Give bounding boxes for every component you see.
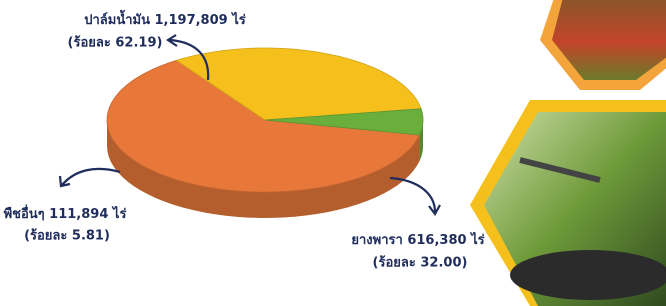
value-label: (ร้อยละ 5.81) bbox=[24, 228, 110, 244]
label: ยางพารา 616,380 ไร่ bbox=[351, 231, 484, 248]
value-label: (ร้อยละ 32.00) bbox=[373, 255, 468, 271]
area-label: 111,894 ไร่ bbox=[49, 205, 126, 222]
label: ปาล์มน้ำมัน 1,197,809 ไร่ bbox=[84, 9, 246, 28]
area-label: 1,197,809 ไร่ bbox=[155, 11, 246, 28]
value-label: (ร้อยละ 62.19) bbox=[68, 35, 163, 51]
arrow bbox=[62, 169, 120, 185]
label: พืชอื่นๆ 111,894 ไร่ bbox=[4, 204, 127, 222]
area-label: 616,380 ไร่ bbox=[407, 231, 484, 248]
photo-top bbox=[540, 0, 666, 90]
photo-bottom bbox=[470, 100, 666, 306]
pie bbox=[107, 48, 423, 218]
category: ปาล์มน้ำมัน bbox=[84, 9, 150, 28]
category: พืชอื่นๆ bbox=[4, 204, 45, 222]
category: ยางพารา bbox=[351, 233, 402, 248]
chart: ปาล์มน้ำมัน 1,197,809 ไร่ (ร้อยละ 62.19)… bbox=[0, 0, 666, 306]
